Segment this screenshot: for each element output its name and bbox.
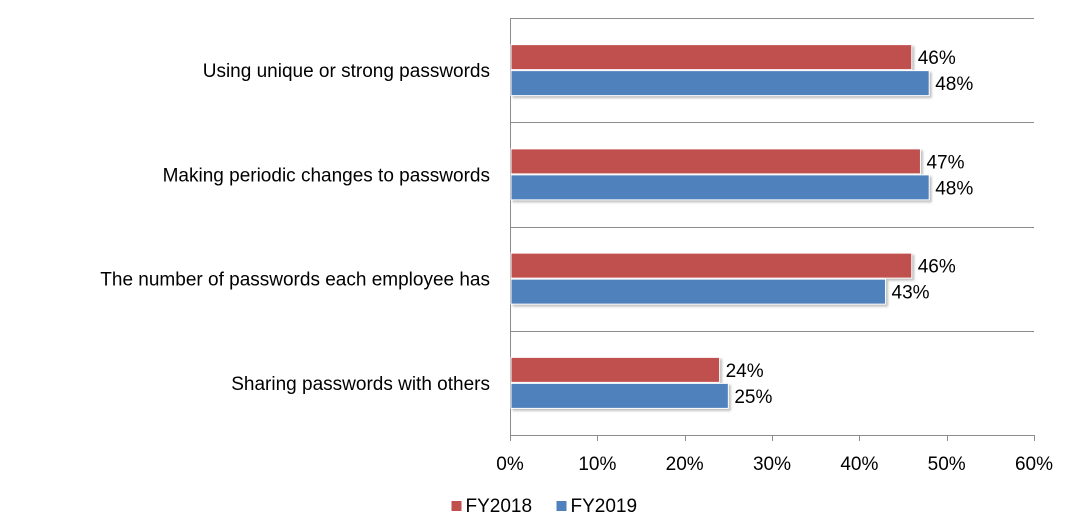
data-label: 46%: [918, 48, 956, 69]
x-tick-label: 20%: [666, 454, 704, 475]
data-label: 47%: [926, 152, 964, 173]
data-label: 25%: [734, 387, 772, 408]
data-label: 48%: [935, 178, 973, 199]
bar-fy2019: [510, 174, 930, 201]
data-label: 46%: [918, 257, 956, 278]
bar-fy2018: [510, 356, 721, 383]
legend-label: FY2019: [571, 496, 638, 517]
x-tick-label: 60%: [1015, 454, 1053, 475]
legend-label: FY2018: [466, 496, 533, 517]
x-tick-label: 0%: [496, 454, 524, 475]
category-label: Sharing passwords with others: [231, 374, 490, 395]
x-tick-label: 50%: [928, 454, 966, 475]
bar-fy2019: [510, 70, 930, 97]
category-label: The number of passwords each employee ha…: [100, 270, 490, 291]
bar-fy2018: [510, 148, 921, 175]
bar-fy2019: [510, 382, 729, 409]
bar-fy2019: [510, 278, 887, 305]
bar-fy2018: [510, 44, 913, 71]
category-label: Using unique or strong passwords: [203, 61, 490, 82]
bar-fy2018: [510, 252, 913, 279]
legend-swatch-fy2018: [451, 501, 462, 511]
data-label: 48%: [935, 74, 973, 95]
x-tick-label: 30%: [753, 454, 791, 475]
data-label: 43%: [892, 283, 930, 304]
legend-swatch-fy2019: [556, 501, 567, 511]
data-label: 24%: [726, 361, 764, 382]
category-label: Making periodic changes to passwords: [163, 165, 490, 186]
x-tick-label: 40%: [840, 454, 878, 475]
x-tick-label: 10%: [578, 454, 616, 475]
